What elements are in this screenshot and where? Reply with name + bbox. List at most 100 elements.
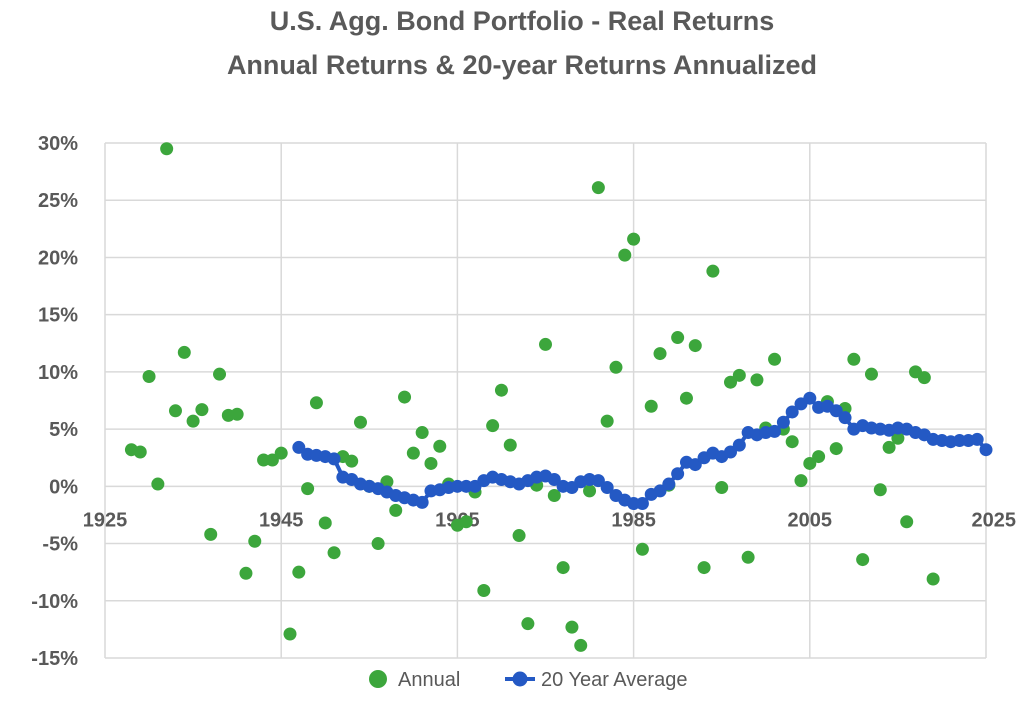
annual-point bbox=[812, 450, 826, 464]
annual-point bbox=[732, 368, 746, 382]
legend-annual-marker bbox=[369, 670, 387, 688]
average-point bbox=[327, 452, 341, 466]
annual-point bbox=[424, 456, 438, 470]
annual-point bbox=[309, 396, 323, 410]
annual-point bbox=[477, 583, 491, 597]
y-tick-label: 20% bbox=[38, 247, 78, 269]
average-point bbox=[785, 405, 799, 419]
annual-point bbox=[803, 456, 817, 470]
annual-point bbox=[547, 488, 561, 502]
average-point bbox=[635, 497, 649, 510]
annual-point bbox=[195, 403, 209, 417]
legend-annual-label: Annual bbox=[398, 669, 460, 691]
annual-point bbox=[539, 337, 552, 351]
annual-point bbox=[398, 390, 412, 404]
annual-point bbox=[248, 534, 262, 548]
annual-point bbox=[186, 414, 200, 428]
annual-point bbox=[204, 527, 218, 541]
x-tick-label: 2025 bbox=[972, 509, 1017, 531]
annual-point bbox=[239, 566, 253, 580]
annual-point bbox=[521, 617, 535, 631]
average-point bbox=[547, 472, 561, 486]
y-tick-label: 30% bbox=[38, 133, 78, 155]
legend: Annual 20 Year Average bbox=[369, 669, 687, 691]
annual-point bbox=[715, 480, 729, 494]
annual-point bbox=[609, 360, 623, 374]
x-tick-label: 1945 bbox=[259, 509, 304, 531]
annual-point bbox=[301, 482, 315, 496]
annual-point bbox=[829, 442, 843, 456]
chart-title-line2: Annual Returns & 20-year Returns Annuali… bbox=[227, 50, 817, 80]
average-point bbox=[600, 480, 614, 494]
annual-point bbox=[785, 435, 799, 449]
legend-average-label: 20 Year Average bbox=[541, 669, 687, 691]
average-point bbox=[829, 404, 843, 418]
annual-point bbox=[750, 373, 764, 387]
average-point bbox=[292, 440, 306, 454]
annual-point bbox=[565, 620, 579, 634]
annual-point bbox=[142, 369, 156, 383]
annual-point bbox=[591, 181, 605, 195]
annual-point bbox=[600, 414, 614, 428]
annual-point bbox=[433, 439, 447, 453]
average-point bbox=[662, 477, 676, 491]
y-tick-label: 15% bbox=[38, 305, 78, 327]
annual-point bbox=[160, 142, 174, 156]
annual-point bbox=[724, 375, 738, 389]
average-point bbox=[653, 484, 667, 498]
average-point bbox=[803, 391, 817, 405]
legend-average-marker bbox=[512, 671, 528, 687]
annual-point bbox=[292, 565, 306, 579]
average-point bbox=[768, 424, 782, 438]
average-point bbox=[838, 411, 852, 425]
y-tick-label: 25% bbox=[38, 190, 78, 212]
annual-point bbox=[653, 347, 667, 361]
annual-point bbox=[574, 638, 588, 652]
annual-point bbox=[353, 415, 367, 429]
annual-point bbox=[265, 453, 279, 467]
average-point bbox=[671, 467, 685, 481]
annual-point bbox=[891, 431, 905, 445]
average-point bbox=[591, 474, 605, 488]
annual-point bbox=[900, 515, 914, 529]
annual-point bbox=[644, 399, 658, 413]
average-point bbox=[979, 443, 993, 457]
y-tick-label: 5% bbox=[49, 419, 78, 441]
x-tick-label: 1925 bbox=[83, 509, 128, 531]
grid bbox=[104, 142, 987, 659]
annual-point bbox=[213, 367, 227, 381]
annual-point bbox=[926, 572, 940, 586]
y-tick-label: 10% bbox=[38, 362, 78, 384]
average-point bbox=[724, 445, 738, 459]
annual-point bbox=[345, 454, 359, 468]
annual-point bbox=[768, 352, 782, 366]
annual-point bbox=[371, 537, 385, 551]
annual-point bbox=[847, 352, 861, 366]
annual-point bbox=[627, 232, 641, 246]
average-point bbox=[970, 432, 984, 446]
annual-point bbox=[882, 440, 896, 454]
annual-point bbox=[283, 627, 297, 641]
x-tick-label: 1985 bbox=[611, 509, 656, 531]
annual-point bbox=[168, 404, 182, 418]
chart-title-line1: U.S. Agg. Bond Portfolio - Real Returns bbox=[270, 6, 775, 36]
annual-point bbox=[697, 561, 711, 575]
annual-point bbox=[503, 438, 517, 452]
annual-point bbox=[318, 516, 332, 530]
y-tick-label: -10% bbox=[31, 591, 78, 613]
annual-point bbox=[406, 446, 420, 460]
annual-point bbox=[177, 345, 191, 359]
annual-point bbox=[151, 477, 165, 491]
average-point bbox=[776, 415, 790, 429]
annual-point bbox=[741, 550, 755, 564]
annual-point bbox=[556, 561, 570, 575]
annual-point bbox=[583, 484, 597, 498]
annual-point bbox=[133, 445, 147, 459]
annual-point bbox=[512, 529, 526, 543]
annual-point bbox=[389, 503, 403, 517]
twenty-year-average-series bbox=[292, 391, 993, 510]
y-tick-label: -5% bbox=[42, 534, 78, 556]
y-tick-label: -15% bbox=[31, 648, 78, 670]
x-tick-label: 2005 bbox=[788, 509, 833, 531]
annual-point bbox=[230, 407, 244, 421]
